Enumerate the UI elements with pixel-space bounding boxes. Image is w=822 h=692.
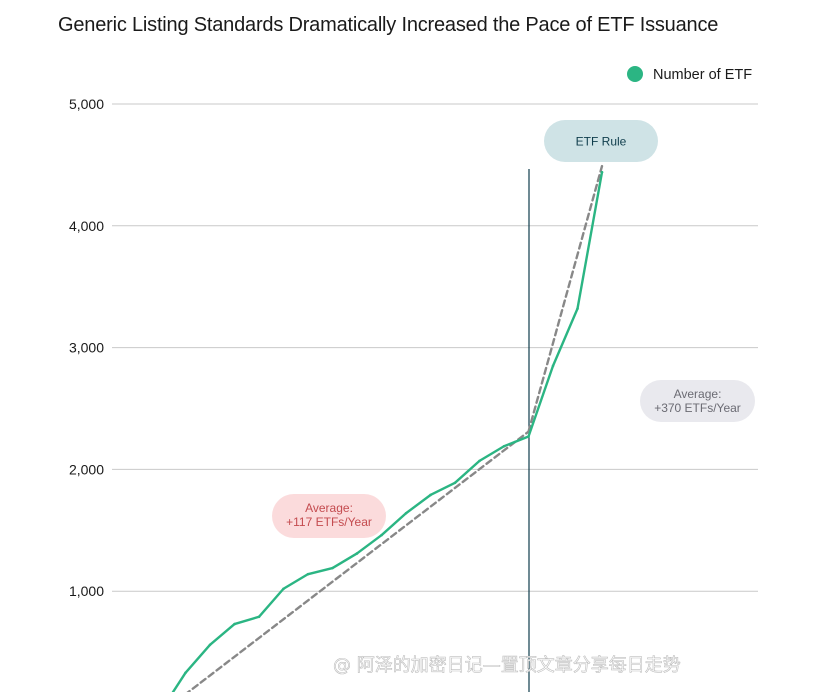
series-point [331, 566, 334, 570]
trend-lines [186, 164, 604, 692]
legend-label: Number of ETF [653, 67, 752, 83]
series-point [233, 622, 236, 626]
series-point [282, 587, 285, 591]
annotation-label: +117 ETFs/Year [286, 515, 372, 529]
series-point [502, 444, 506, 448]
series-layer [171, 170, 604, 692]
trend-line-1 [527, 164, 604, 433]
annotation-avg-early: Average:+117 ETFs/Year [272, 494, 386, 538]
series-point [380, 533, 383, 537]
annotation-label: ETF Rule [576, 135, 627, 149]
y-axis-ticks: 1,000 2,000 3,000 4,000 5,000 [69, 96, 104, 599]
y-tick-label: 3,000 [69, 340, 104, 356]
legend-marker [627, 66, 643, 82]
series-point [404, 511, 408, 515]
series-point [527, 435, 530, 438]
series-point [355, 552, 359, 555]
series-point [184, 671, 187, 675]
series-point [600, 170, 604, 174]
chart-title: Generic Listing Standards Dramatically I… [58, 14, 719, 36]
series-point [208, 643, 212, 647]
series-point [576, 307, 579, 310]
y-tick-label: 5,000 [69, 96, 104, 112]
series-point [257, 615, 261, 619]
annotation-label: Average: [674, 387, 722, 401]
annotation-label: +370 ETFs/Year [654, 401, 741, 415]
annotation-label: Average: [305, 501, 353, 515]
series-point [429, 493, 432, 497]
y-tick-label: 2,000 [69, 461, 104, 477]
grid-layer [112, 103, 758, 592]
annotation-pill [544, 120, 658, 162]
watermark: @ 阿泽的加密日记—置顶文章分享每日走势 [333, 655, 681, 677]
annotation-pill [640, 380, 755, 422]
series-point [551, 364, 555, 368]
y-tick-label: 1,000 [69, 583, 104, 599]
series-point [453, 481, 457, 485]
series-point [306, 572, 310, 576]
watermark-text: @ 阿泽的加密日记—置顶文章分享每日走势 [333, 655, 681, 676]
legend: Number of ETF [627, 66, 752, 83]
y-tick-label: 4,000 [69, 218, 104, 234]
series-point [478, 459, 481, 463]
trend-line-0 [186, 430, 530, 692]
annotation-etf-rule: ETF Rule [544, 120, 658, 162]
annotation-avg-late: Average:+370 ETFs/Year [640, 380, 755, 422]
annotation-pill [272, 494, 386, 538]
